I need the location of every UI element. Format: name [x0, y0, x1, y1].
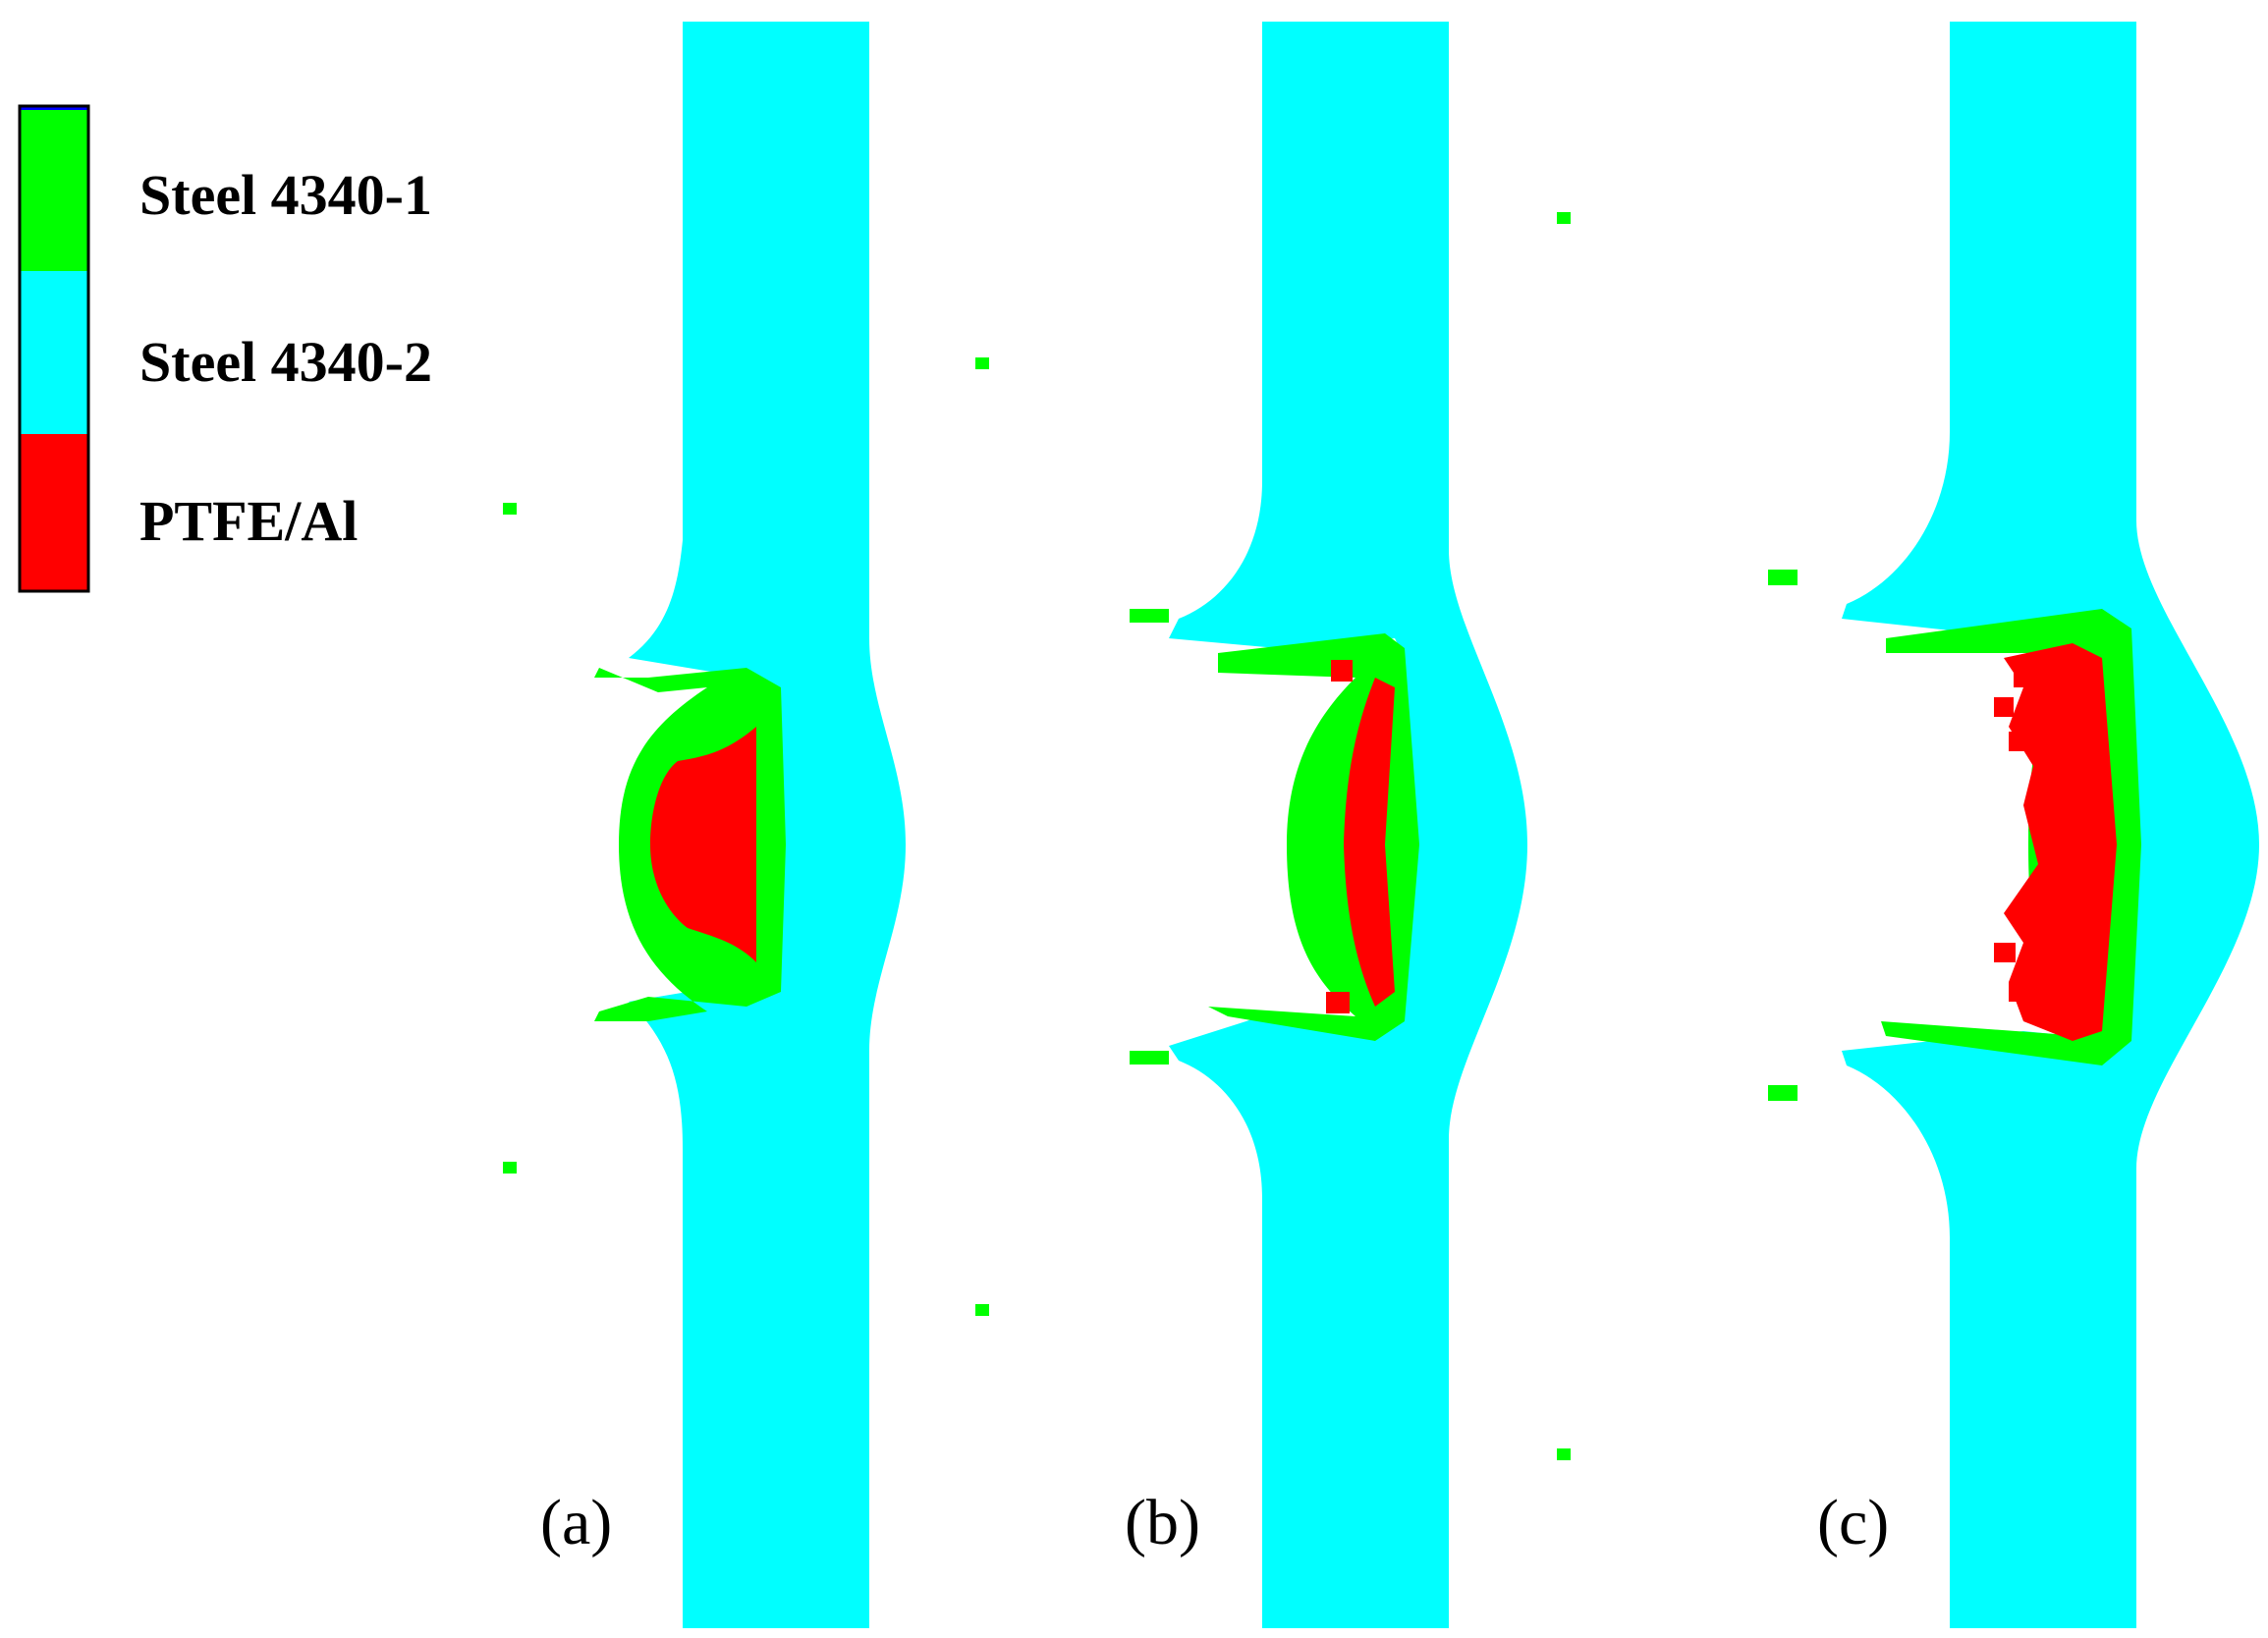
panel-b-steel-plate: [1169, 22, 1527, 1628]
legend-swatch-steel-4340-1: [20, 108, 88, 271]
panel-b-ptfe-al-core: [1344, 678, 1395, 1007]
panel-b-ptfe-al-fragment: [1326, 992, 1350, 1013]
panel-c-ptfe-al-fragment: [2009, 982, 2028, 1002]
panel-a-fragment: [503, 1162, 517, 1174]
panel-c: (c): [1557, 22, 2259, 1628]
panel-c-label: (c): [1817, 1487, 1889, 1558]
panel-a-ptfe-al-core: [650, 727, 756, 962]
panel-c-ptfe-al-fragment: [2009, 732, 2030, 751]
legend-label-ptfe-al: PTFE/Al: [139, 489, 358, 553]
panel-b-fragment: [975, 1304, 989, 1316]
panel-a-fragment: [503, 503, 517, 515]
panel-b-fragment: [1130, 609, 1169, 623]
panel-b-ptfe-al-fragment: [1331, 660, 1353, 682]
legend-top-edge: [20, 106, 88, 110]
panel-a-steel-plate: [629, 22, 906, 1628]
panel-c-ptfe-al-fragment: [1994, 697, 2014, 717]
legend-swatch-ptfe-al: [20, 434, 88, 591]
panel-c-steel-plate: [1842, 22, 2259, 1628]
legend-swatch-steel-4340-2: [20, 271, 88, 434]
panel-b-fragment: [975, 357, 989, 369]
panel-b: (b): [975, 22, 1527, 1628]
legend-label-steel-4340-2: Steel 4340-2: [139, 330, 432, 394]
panel-c-ptfe-al-core: [2004, 643, 2117, 1041]
legend-frame: [18, 104, 90, 593]
panel-c-fragment: [1768, 1085, 1798, 1101]
legend-label-steel-4340-1: Steel 4340-1: [139, 163, 432, 227]
panel-a-label: (a): [540, 1487, 612, 1558]
panel-c-ptfe-al-fragment: [1994, 943, 2016, 962]
panel-c-fragment: [1557, 1448, 1571, 1460]
panel-b-label: (b): [1125, 1487, 1200, 1558]
legend: Steel 4340-1 Steel 4340-2 PTFE/Al: [18, 104, 432, 593]
panel-a: (a): [503, 22, 906, 1628]
panel-c-fragment: [1768, 570, 1798, 585]
panel-c-ptfe-al-fragment: [2014, 668, 2035, 687]
panel-b-fragment: [1130, 1051, 1169, 1065]
panel-c-fragment: [1557, 212, 1571, 224]
